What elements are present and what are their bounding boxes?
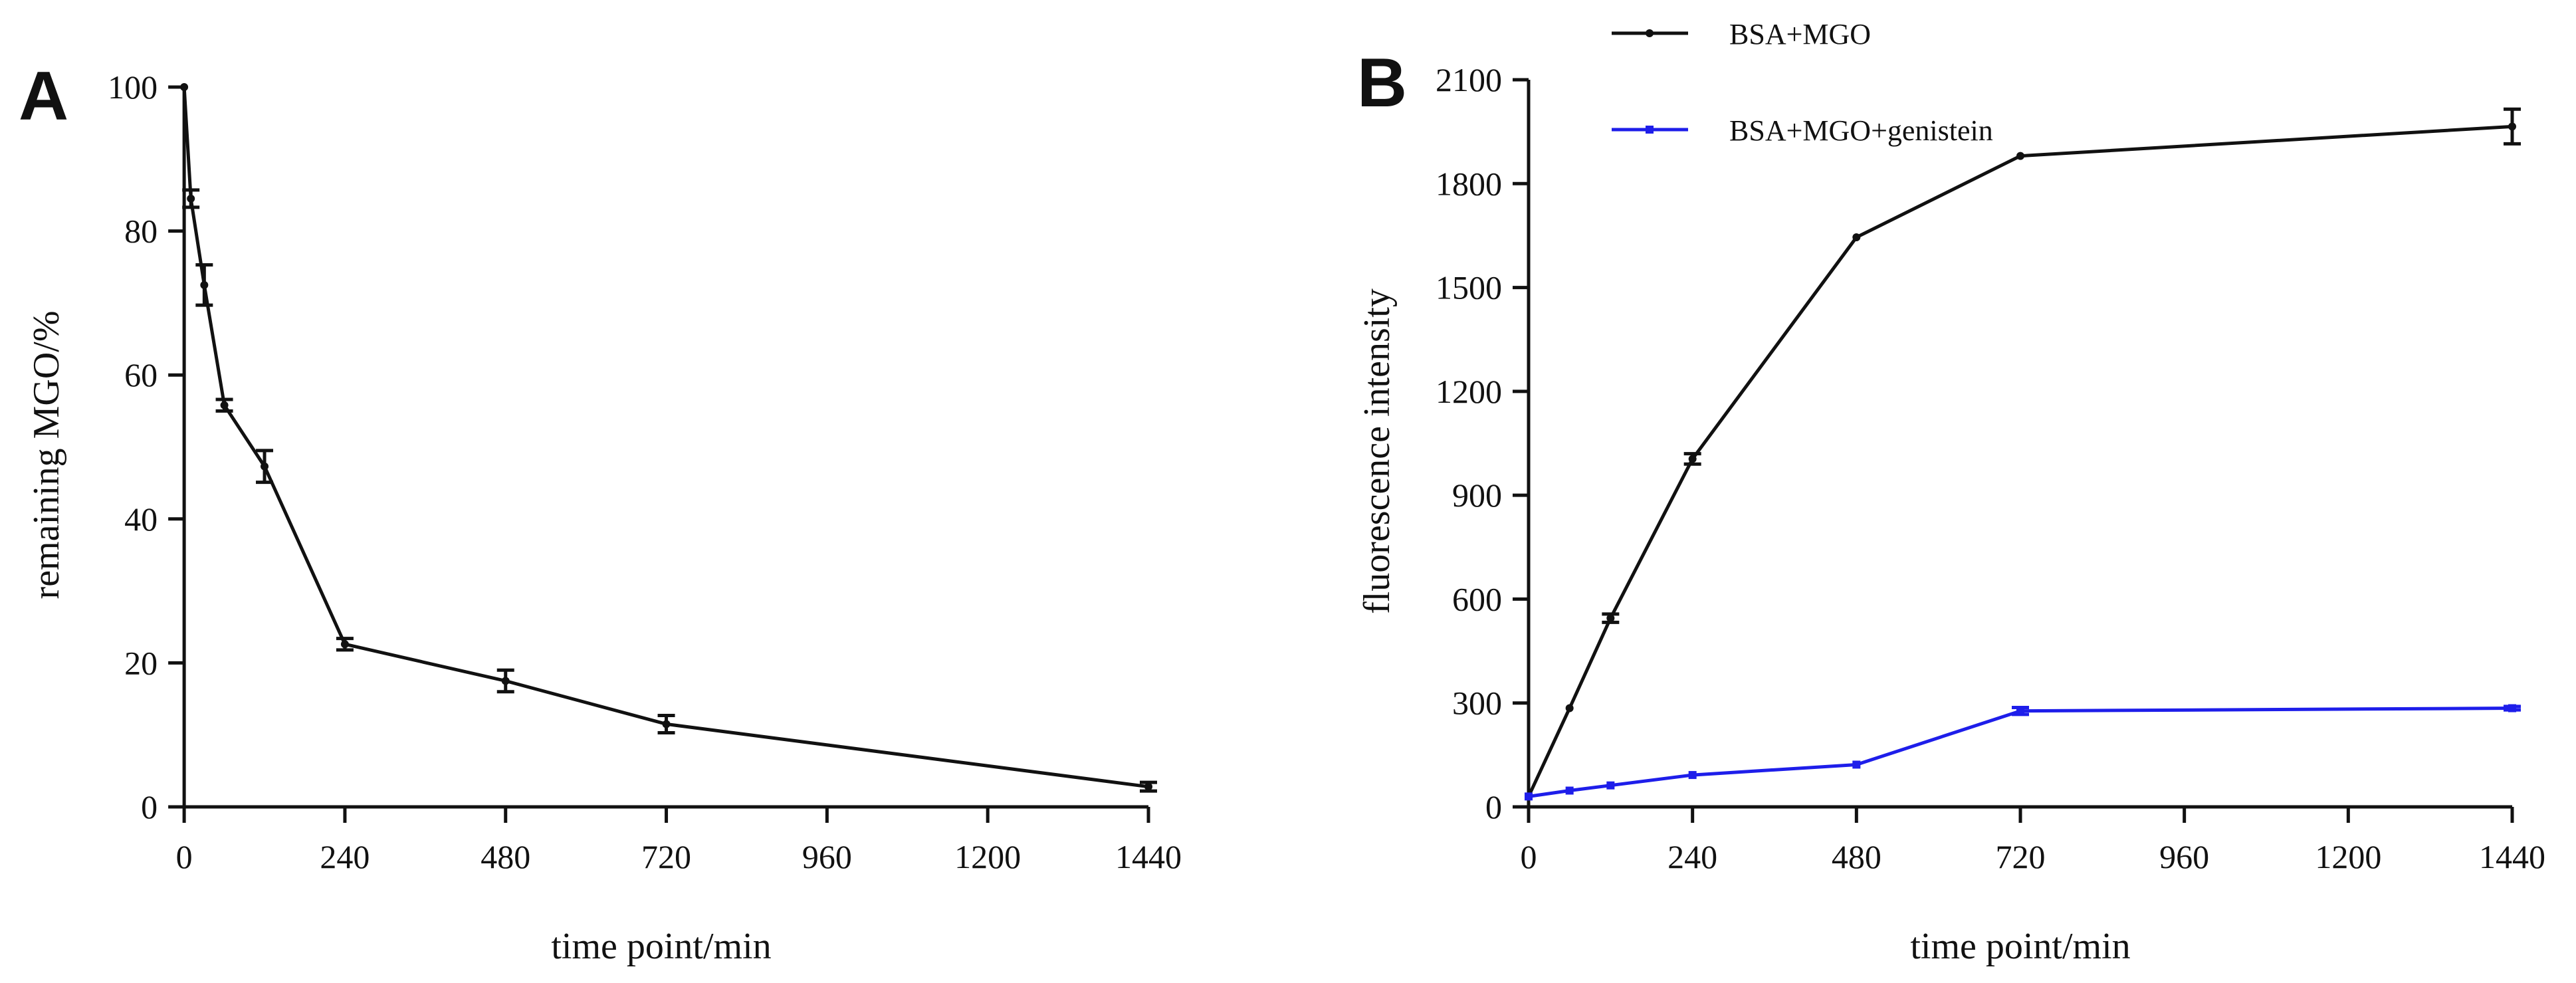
panel-letter: A bbox=[19, 58, 68, 135]
data-point bbox=[220, 401, 229, 409]
y-tick-label: 60 bbox=[124, 356, 158, 393]
y-tick-label: 0 bbox=[1485, 788, 1502, 825]
y-tick-label: 300 bbox=[1452, 685, 1502, 722]
y-tick-label: 600 bbox=[1452, 580, 1502, 617]
data-point bbox=[2508, 122, 2516, 131]
data-point bbox=[187, 194, 195, 203]
panel-letter: B bbox=[1357, 45, 1407, 122]
data-point bbox=[1606, 614, 1615, 623]
x-tick-label: 1440 bbox=[1115, 838, 1182, 875]
data-point bbox=[180, 83, 189, 91]
x-tick-label: 720 bbox=[641, 838, 691, 875]
data-point bbox=[1606, 781, 1615, 790]
y-tick-label: 1800 bbox=[1436, 165, 1502, 202]
y-tick-label: 0 bbox=[141, 788, 158, 825]
x-tick-label: 960 bbox=[2159, 838, 2209, 875]
x-tick-label: 0 bbox=[176, 838, 193, 875]
data-point bbox=[2508, 704, 2516, 712]
y-tick-label: 20 bbox=[124, 644, 158, 681]
series-bsa-mgo-genistein bbox=[1525, 704, 2521, 801]
data-point bbox=[340, 640, 349, 649]
data-point bbox=[1144, 782, 1152, 791]
y-tick-label: 40 bbox=[124, 500, 158, 538]
x-tick-label: 240 bbox=[1667, 838, 1717, 875]
legend: BSA+MGO BSA+MGO+genistein bbox=[1612, 18, 1993, 147]
y-tick-label: 100 bbox=[108, 68, 158, 106]
data-point bbox=[1688, 455, 1697, 463]
data-point bbox=[261, 462, 269, 471]
legend-label: BSA+MGO+genistein bbox=[1729, 114, 1993, 147]
series-remaining-mgo bbox=[180, 83, 1157, 793]
y-tick-label: 1200 bbox=[1436, 373, 1502, 410]
data-point bbox=[200, 280, 209, 289]
legend-item: BSA+MGO+genistein bbox=[1612, 114, 1993, 147]
data-point bbox=[662, 720, 671, 728]
y-tick-label: 900 bbox=[1452, 477, 1502, 514]
x-tick-label: 720 bbox=[1996, 838, 2046, 875]
chart-panel-a: A 0 240 480 720 960 1200 1440 0 20 40 60 80 100 time p… bbox=[19, 58, 1182, 967]
x-tick-label: 480 bbox=[1832, 838, 1881, 875]
y-axis-title: fluorescence intensity bbox=[1356, 288, 1398, 614]
series-line bbox=[182, 86, 1149, 789]
x-tick-label: 0 bbox=[1521, 838, 1537, 875]
data-point bbox=[1565, 704, 1574, 712]
data-point bbox=[1852, 760, 1861, 769]
series-bsa-mgo bbox=[1525, 107, 2521, 801]
legend-item: BSA+MGO bbox=[1612, 18, 1871, 51]
x-tick-label: 960 bbox=[802, 838, 852, 875]
x-tick-label: 480 bbox=[481, 838, 530, 875]
legend-label: BSA+MGO bbox=[1729, 18, 1871, 51]
y-tick-label: 2100 bbox=[1436, 61, 1502, 98]
y-tick-label: 1500 bbox=[1436, 269, 1502, 306]
data-point bbox=[2016, 707, 2024, 715]
y-axis-title: remaining MGO/% bbox=[26, 311, 67, 600]
data-point bbox=[501, 677, 510, 685]
x-tick-label: 1200 bbox=[954, 838, 1021, 875]
x-tick-label: 240 bbox=[320, 838, 370, 875]
series-line bbox=[1528, 707, 2513, 798]
data-point bbox=[1688, 771, 1697, 780]
x-tick-label: 1440 bbox=[2479, 838, 2545, 875]
legend-marker bbox=[1646, 126, 1654, 134]
x-axis-title: time point/min bbox=[551, 926, 771, 967]
legend-marker bbox=[1646, 29, 1654, 37]
x-tick-label: 1200 bbox=[2315, 838, 2381, 875]
data-point bbox=[2016, 152, 2024, 160]
y-tick-label: 80 bbox=[124, 213, 158, 250]
chart-panel-b: B 0 240 480 720 960 1200 1440 0 300 600 900 1200 1500… bbox=[1356, 18, 2545, 967]
data-point bbox=[1565, 786, 1574, 795]
x-axis-title: time point/min bbox=[1910, 926, 2130, 967]
data-point bbox=[1525, 792, 1533, 801]
data-point bbox=[1852, 233, 1861, 242]
series-line bbox=[1527, 124, 2513, 798]
